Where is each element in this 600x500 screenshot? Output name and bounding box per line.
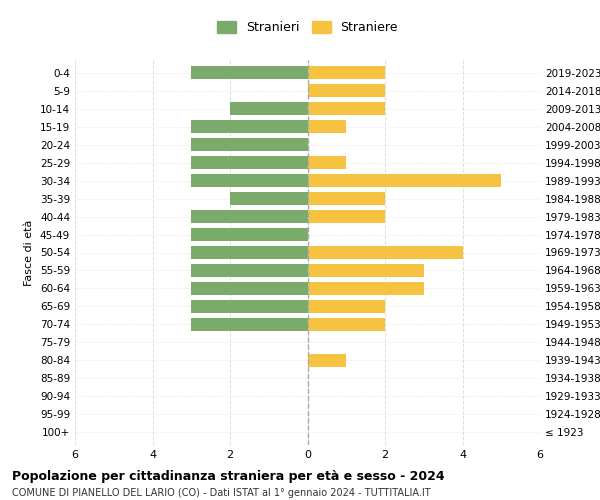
Bar (191, 66, 308, 80)
Bar (191, 282, 308, 295)
Bar (308, 156, 346, 170)
Bar (308, 120, 346, 134)
Legend: Stranieri, Straniere: Stranieri, Straniere (212, 16, 403, 39)
Text: Popolazione per cittadinanza straniera per età e sesso - 2024: Popolazione per cittadinanza straniera p… (12, 470, 445, 483)
Bar (191, 264, 308, 277)
Bar (308, 66, 385, 80)
Bar (308, 84, 385, 98)
Y-axis label: Fasce di età: Fasce di età (25, 220, 34, 286)
Bar (230, 192, 308, 205)
Bar (308, 282, 424, 295)
Bar (308, 318, 385, 331)
Bar (308, 192, 385, 205)
Bar (308, 102, 385, 116)
Bar (230, 102, 308, 116)
Bar (191, 228, 308, 241)
Bar (308, 174, 501, 188)
Bar (191, 210, 308, 224)
Bar (191, 120, 308, 134)
Text: COMUNE DI PIANELLO DEL LARIO (CO) - Dati ISTAT al 1° gennaio 2024 - TUTTITALIA.I: COMUNE DI PIANELLO DEL LARIO (CO) - Dati… (12, 488, 431, 498)
Bar (308, 210, 385, 224)
Bar (191, 300, 308, 313)
Bar (308, 300, 385, 313)
Bar (191, 318, 308, 331)
Bar (308, 264, 424, 277)
Bar (191, 246, 308, 259)
Bar (191, 156, 308, 170)
Bar (191, 138, 308, 151)
Bar (308, 246, 463, 259)
Bar (308, 354, 346, 367)
Bar (191, 174, 308, 188)
